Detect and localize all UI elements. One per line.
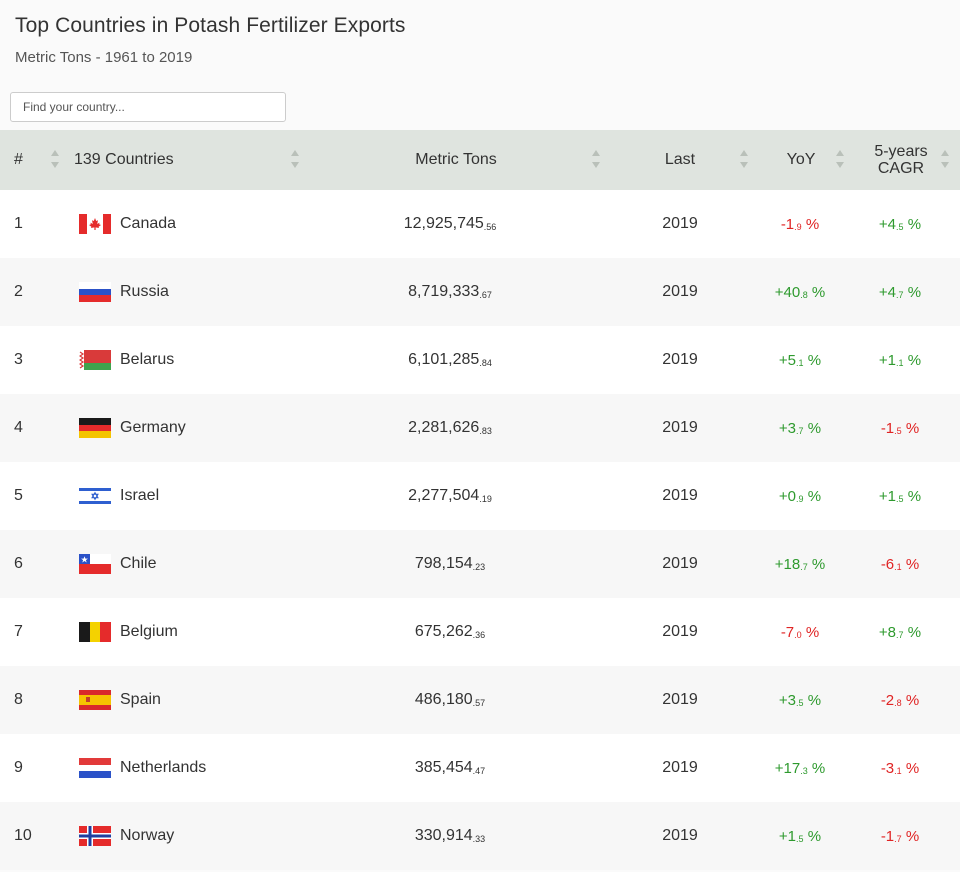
table-row[interactable]: 2 Russia 8,719,333.67 2019 +40.8 % +4.7 % [0, 258, 960, 326]
last-year-cell: 2019 [662, 351, 698, 368]
column-header-rank[interactable]: # [14, 151, 23, 168]
column-header-yoy[interactable]: YoY [786, 151, 816, 168]
rank-cell: 6 [14, 555, 23, 572]
country-link[interactable]: Belgium [120, 623, 178, 640]
sort-yoy-icon[interactable] [836, 148, 844, 170]
cagr-cell: -1.7 % [880, 827, 920, 845]
country-link[interactable]: Germany [120, 419, 186, 436]
rank-cell: 5 [14, 487, 23, 504]
yoy-cell: +17.3 % [774, 759, 826, 777]
country-link[interactable]: Canada [120, 215, 177, 232]
country-link[interactable]: Israel [120, 487, 160, 504]
cagr-cell: -3.1 % [880, 759, 920, 777]
yoy-cell: +3.7 % [778, 419, 822, 437]
rank-cell: 2 [14, 283, 23, 300]
cagr-cell: +8.7 % [878, 623, 922, 641]
table-row[interactable]: 9 Netherlands 385,454.47 2019 +17.3 % -3.1 % [0, 734, 960, 802]
cagr-cell: +4.7 % [878, 283, 922, 301]
search-input[interactable] [10, 92, 286, 122]
value-cell: 12,925,745.56 [403, 215, 497, 232]
country-link[interactable]: Russia [120, 283, 169, 300]
last-year-cell: 2019 [662, 759, 698, 776]
cagr-cell: +1.5 % [878, 487, 922, 505]
yoy-cell: -1.9 % [780, 215, 820, 233]
flag-spain-icon [79, 690, 111, 710]
flag-belgium-icon [79, 622, 111, 642]
column-header-country[interactable]: 139 Countries [74, 151, 174, 168]
rank-cell: 9 [14, 759, 23, 776]
flag-chile-icon [79, 554, 111, 574]
yoy-cell: +0.9 % [778, 487, 822, 505]
value-cell: 486,180.57 [414, 691, 486, 708]
last-year-cell: 2019 [662, 419, 698, 436]
rank-cell: 3 [14, 351, 23, 368]
flag-canada-icon [79, 214, 111, 234]
rank-cell: 8 [14, 691, 23, 708]
value-cell: 2,277,504.19 [408, 487, 492, 504]
rank-cell: 4 [14, 419, 23, 436]
rank-cell: 7 [14, 623, 23, 640]
flag-norway-icon [79, 826, 111, 846]
sort-country-icon[interactable] [291, 148, 299, 170]
value-cell: 798,154.23 [414, 555, 486, 572]
country-link[interactable]: Netherlands [120, 759, 207, 776]
yoy-cell: -7.0 % [780, 623, 820, 641]
flag-germany-icon [79, 418, 111, 438]
last-year-cell: 2019 [662, 827, 698, 844]
rank-cell: 1 [14, 215, 23, 232]
column-header-value[interactable]: Metric Tons [415, 151, 497, 168]
sort-cagr-icon[interactable] [941, 148, 949, 170]
yoy-cell: +18.7 % [774, 555, 826, 573]
last-year-cell: 2019 [662, 623, 698, 640]
table-row[interactable]: 4 Germany 2,281,626.83 2019 +3.7 % -1.5 % [0, 394, 960, 462]
yoy-cell: +40.8 % [774, 283, 826, 301]
value-cell: 330,914.33 [414, 827, 486, 844]
yoy-cell: +1.5 % [778, 827, 822, 845]
table-row[interactable]: 5 Israel 2,277,504.19 2019 +0.9 % +1.5 % [0, 462, 960, 530]
cagr-cell: +1.1 % [878, 351, 922, 369]
country-link[interactable]: Belarus [120, 351, 175, 368]
last-year-cell: 2019 [662, 487, 698, 504]
table-row[interactable]: 1 Canada 12,925,745.56 2019 -1.9 % +4.5 % [0, 190, 960, 258]
rank-cell: 10 [14, 827, 32, 844]
country-link[interactable]: Norway [120, 827, 175, 844]
table-row[interactable]: 7 Belgium 675,262.36 2019 -7.0 % +8.7 % [0, 598, 960, 666]
sort-rank-icon[interactable] [51, 148, 59, 170]
value-cell: 385,454.47 [414, 759, 486, 776]
last-year-cell: 2019 [662, 283, 698, 300]
page-title: Top Countries in Potash Fertilizer Expor… [15, 14, 406, 37]
cagr-cell: -6.1 % [880, 555, 920, 573]
value-cell: 2,281,626.83 [408, 419, 492, 436]
flag-netherlands-icon [79, 758, 111, 778]
yoy-cell: +5.1 % [778, 351, 822, 369]
table-row[interactable]: 10 Norway 330,914.33 2019 +1.5 % -1.7 % [0, 802, 960, 870]
flag-russia-icon [79, 282, 111, 302]
table-row[interactable]: 6 Chile 798,154.23 2019 +18.7 % -6.1 % [0, 530, 960, 598]
column-header-last[interactable]: Last [664, 151, 696, 168]
column-header-cagr[interactable]: 5-years CAGR [874, 143, 928, 177]
last-year-cell: 2019 [662, 691, 698, 708]
flag-belarus-icon [79, 350, 111, 370]
value-cell: 6,101,285.84 [408, 351, 492, 368]
table-header: # 139 Countries Metric Tons Last YoY 5-y… [0, 130, 960, 190]
cagr-cell: +4.5 % [878, 215, 922, 233]
country-link[interactable]: Chile [120, 555, 157, 572]
sort-value-icon[interactable] [592, 148, 600, 170]
cagr-cell: -1.5 % [880, 419, 920, 437]
last-year-cell: 2019 [662, 215, 698, 232]
value-cell: 675,262.36 [414, 623, 486, 640]
flag-israel-icon [79, 486, 111, 506]
table-row[interactable]: 3 Belarus 6,101,285.84 2019 +5.1 % +1.1 % [0, 326, 960, 394]
sort-last-icon[interactable] [740, 148, 748, 170]
yoy-cell: +3.5 % [778, 691, 822, 709]
cagr-cell: -2.8 % [880, 691, 920, 709]
last-year-cell: 2019 [662, 555, 698, 572]
country-link[interactable]: Spain [120, 691, 161, 708]
value-cell: 8,719,333.67 [408, 283, 492, 300]
table-body: 1 Canada 12,925,745.56 2019 -1.9 % +4.5 % 2 Rus… [0, 190, 960, 870]
table-row[interactable]: 8 Spain 486,180.57 2019 +3.5 % -2.8 % [0, 666, 960, 734]
page-subtitle: Metric Tons - 1961 to 2019 [15, 49, 193, 66]
